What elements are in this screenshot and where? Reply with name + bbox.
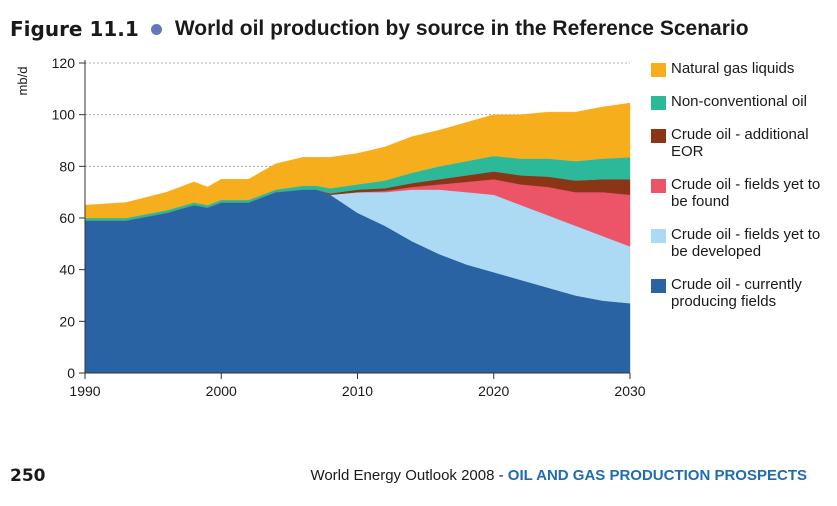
y-tick-label: 60 bbox=[59, 210, 75, 226]
x-tick-label: 2000 bbox=[206, 383, 237, 399]
y-tick-label: 100 bbox=[52, 107, 76, 123]
figure-title: World oil production by source in the Re… bbox=[174, 17, 749, 40]
oil-production-chart: 0 20 40 60 80 100 120 1990 2000 2010 2020 2030 mb/d bbox=[15, 55, 646, 399]
legend-label: Natural gas liquids bbox=[671, 60, 795, 77]
y-tick-label: 0 bbox=[67, 365, 75, 381]
figure-heading: Figure 11.1 World oil production by sour… bbox=[10, 16, 749, 42]
x-tick-label: 2010 bbox=[342, 383, 373, 399]
legend-label: Crude oil - fields yet to be developed bbox=[671, 226, 821, 260]
legend-label: Non-conventional oil bbox=[671, 93, 807, 110]
x-tick-label: 2020 bbox=[478, 383, 509, 399]
legend-swatch bbox=[651, 179, 666, 193]
y-tick-label: 120 bbox=[52, 55, 76, 71]
legend-item: Non-conventional oil bbox=[651, 93, 823, 110]
footer-publication: World Energy Outlook 2008 bbox=[310, 467, 495, 484]
y-tick-label: 80 bbox=[59, 158, 75, 174]
stacked-areas bbox=[84, 102, 631, 374]
y-tick-label: 40 bbox=[59, 262, 75, 278]
legend-swatch bbox=[651, 63, 666, 77]
legend-item: Crude oil - additional EOR bbox=[651, 126, 823, 160]
legend-item: Crude oil - fields yet to be developed bbox=[651, 226, 823, 260]
axes: 0 20 40 60 80 100 120 1990 2000 2010 2020 2030 mb/d bbox=[15, 55, 646, 399]
legend-label: Crude oil - additional EOR bbox=[671, 126, 809, 160]
legend-item: Crude oil - currently producing fields bbox=[651, 276, 823, 310]
legend-swatch bbox=[651, 129, 666, 143]
legend-swatch bbox=[651, 229, 666, 243]
y-tick-label: 20 bbox=[59, 313, 75, 329]
legend-swatch bbox=[651, 96, 666, 110]
area-series-5 bbox=[84, 102, 631, 219]
legend-item: Natural gas liquids bbox=[651, 60, 823, 77]
legend-item: Crude oil - fields yet to be found bbox=[651, 176, 823, 210]
page-number: 250 bbox=[10, 466, 46, 486]
figure-label: Figure 11.1 bbox=[10, 17, 139, 41]
bullet-dot-icon bbox=[150, 23, 162, 35]
y-axis-label: mb/d bbox=[15, 67, 30, 96]
legend-swatch bbox=[651, 279, 666, 293]
footer-chapter: OIL AND GAS PRODUCTION PROSPECTS bbox=[507, 467, 807, 484]
x-tick-label: 2030 bbox=[614, 383, 645, 399]
legend-label: Crude oil - fields yet to be found bbox=[671, 176, 821, 210]
legend-label: Crude oil - currently producing fields bbox=[671, 276, 802, 310]
x-tick-label: 1990 bbox=[69, 383, 100, 399]
footer-separator: - bbox=[494, 467, 508, 484]
footer-running-title: World Energy Outlook 2008 - OIL AND GAS … bbox=[310, 467, 807, 484]
